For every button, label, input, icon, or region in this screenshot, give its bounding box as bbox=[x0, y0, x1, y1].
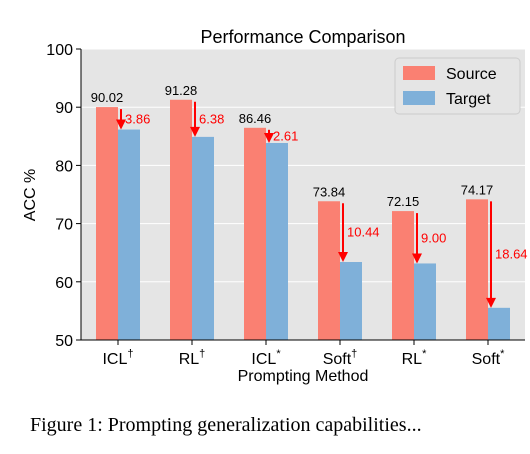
drop-arrow-head bbox=[264, 132, 274, 143]
drop-arrow-head bbox=[412, 253, 422, 264]
drop-arrow-head bbox=[338, 252, 348, 263]
legend: Source Target bbox=[394, 57, 521, 115]
legend-swatch-source bbox=[403, 66, 435, 80]
bar-target bbox=[340, 262, 362, 340]
figure-caption: Figure 1: Prompting generalization capab… bbox=[30, 414, 422, 436]
x-tick-label: Soft† bbox=[323, 348, 358, 368]
bar-target bbox=[118, 129, 140, 340]
drop-arrow-head bbox=[486, 297, 496, 308]
value-label-source: 86.46 bbox=[239, 111, 272, 126]
y-tick-label: 80 bbox=[55, 158, 73, 175]
x-tick-label: ICL* bbox=[251, 348, 281, 368]
y-tick-label: 100 bbox=[46, 42, 73, 59]
drop-label: 6.38 bbox=[199, 111, 224, 126]
x-axis-label: Prompting Method bbox=[238, 368, 369, 385]
y-tick-label: 70 bbox=[55, 217, 73, 234]
x-tick-label: RL* bbox=[402, 348, 427, 368]
bar-source bbox=[244, 127, 266, 341]
drop-arrow-head bbox=[116, 119, 126, 130]
drop-label: 18.64 bbox=[495, 247, 528, 262]
x-tick-label: ICL† bbox=[102, 348, 133, 368]
axes: 50 60 70 80 90 100 ICL† RL† ICL* Soft† RL* Soft* bbox=[46, 42, 525, 368]
bar-target bbox=[414, 263, 436, 340]
chart-title: Performance Comparison bbox=[200, 27, 405, 47]
bar-source bbox=[318, 201, 340, 340]
value-label-source: 73.84 bbox=[313, 184, 346, 199]
bar-source bbox=[170, 99, 192, 340]
value-label-source: 72.15 bbox=[387, 194, 420, 209]
y-tick-label: 90 bbox=[55, 100, 73, 117]
value-label-source: 91.28 bbox=[165, 83, 198, 98]
drop-label: 3.86 bbox=[125, 111, 150, 126]
legend-label-source: Source bbox=[446, 66, 497, 83]
drop-label: 9.00 bbox=[421, 230, 446, 245]
y-tick-label: 50 bbox=[55, 333, 73, 350]
bar-target bbox=[488, 307, 510, 340]
legend-label-target: Target bbox=[446, 91, 491, 108]
drop-arrows bbox=[116, 101, 496, 308]
y-axis-label: ACC % bbox=[22, 169, 39, 221]
y-tick-label: 60 bbox=[55, 275, 73, 292]
bars bbox=[96, 99, 510, 341]
bar-source bbox=[96, 107, 118, 340]
legend-swatch-target bbox=[403, 91, 435, 105]
value-label-source: 90.02 bbox=[91, 90, 124, 105]
bar-source bbox=[392, 211, 414, 340]
bar-source bbox=[466, 199, 488, 340]
x-tick-label: RL† bbox=[179, 348, 206, 368]
bar-target bbox=[266, 142, 288, 340]
data-labels: 90.023.86 91.286.38 86.462.61 73.84 10.44 72.… bbox=[91, 83, 528, 262]
drop-label: 2.61 bbox=[273, 128, 298, 143]
x-tick-label: Soft* bbox=[472, 348, 505, 368]
value-label-source: 74.17 bbox=[461, 182, 494, 197]
bar-target bbox=[192, 136, 214, 340]
drop-label: 10.44 bbox=[347, 225, 380, 240]
drop-arrow-head bbox=[190, 126, 200, 137]
